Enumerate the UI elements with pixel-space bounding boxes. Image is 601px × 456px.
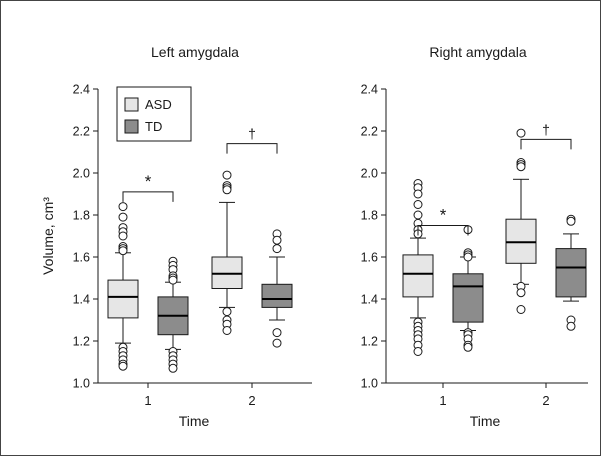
y-tick-label: 2.0 — [361, 167, 378, 181]
y-tick-label: 1.6 — [73, 251, 90, 265]
box-td-time-2 — [261, 229, 293, 348]
panel-title: Right amygdala — [429, 44, 526, 60]
outlier-point — [222, 170, 232, 180]
outlier-point — [118, 361, 128, 371]
outlier-point — [413, 189, 423, 199]
x-axis-label: Time — [470, 413, 501, 429]
outlier-point — [463, 342, 473, 352]
box-iqr — [261, 283, 293, 308]
outlier-point — [272, 244, 282, 254]
y-tick-label: 1.6 — [361, 251, 378, 265]
y-tick-label: 1.0 — [361, 377, 378, 391]
y-tick-label: 2.4 — [361, 83, 378, 97]
significance-marker: * — [440, 206, 447, 225]
box-asd-time-2 — [211, 170, 243, 335]
outlier-point — [168, 275, 178, 285]
box-iqr — [505, 218, 537, 264]
significance-bracket — [417, 225, 469, 236]
x-tick-label: 2 — [248, 393, 255, 408]
outlier-point — [118, 202, 128, 212]
y-tick-label: 1.8 — [73, 209, 90, 223]
y-tick-label: 1.4 — [73, 293, 90, 307]
outlier-point — [413, 210, 423, 220]
box-iqr — [452, 273, 484, 323]
outlier-point — [118, 246, 128, 256]
y-tick-label: 1.2 — [73, 335, 90, 349]
outlier-point — [168, 363, 178, 373]
box-td-time-1 — [452, 225, 484, 352]
outlier-point — [516, 288, 526, 298]
y-tick-label: 2.2 — [361, 125, 378, 139]
significance-bracket — [226, 143, 278, 154]
legend-label-asd: ASD — [145, 97, 172, 112]
legend-swatch-td — [124, 119, 139, 134]
outlier-point — [566, 321, 576, 331]
box-iqr — [107, 279, 139, 319]
y-tick-label: 1.0 — [73, 377, 90, 391]
y-tick-label: 1.8 — [361, 209, 378, 223]
box-iqr — [402, 254, 434, 298]
x-tick-label: 1 — [439, 393, 446, 408]
outlier-point — [272, 338, 282, 348]
box-iqr — [555, 248, 587, 298]
y-axis-label: Volume, cm³ — [40, 197, 56, 275]
significance-bracket — [122, 191, 174, 202]
significance-marker: † — [542, 121, 550, 137]
outlier-point — [222, 185, 232, 195]
y-tick-label: 1.2 — [361, 335, 378, 349]
outlier-point — [566, 216, 576, 226]
outlier-point — [516, 162, 526, 172]
box-iqr — [211, 256, 243, 289]
outlier-point — [272, 235, 282, 245]
outlier-point — [463, 252, 473, 262]
legend-swatch-asd — [124, 97, 139, 112]
y-tick-label: 1.4 — [361, 293, 378, 307]
outlier-point — [118, 212, 128, 222]
outlier-point — [516, 305, 526, 314]
outlier-point — [413, 200, 423, 209]
y-tick-label: 2.4 — [73, 83, 90, 97]
significance-bracket — [520, 138, 572, 150]
box-asd-time-1 — [107, 202, 139, 371]
box-asd-time-1 — [402, 179, 434, 356]
y-tick-label: 2.0 — [73, 167, 90, 181]
x-tick-label: 1 — [144, 393, 151, 408]
legend-label-td: TD — [145, 119, 162, 134]
x-axis-label: Time — [179, 413, 210, 429]
box-td-time-2 — [555, 214, 587, 331]
outlier-point — [516, 128, 526, 138]
x-tick-label: 2 — [542, 393, 549, 408]
outlier-point — [272, 328, 282, 338]
outlier-point — [118, 231, 128, 241]
box-asd-time-2 — [505, 128, 537, 314]
outlier-point — [222, 326, 232, 335]
outlier-point — [222, 307, 232, 317]
box-td-time-1 — [157, 256, 189, 373]
panel-title: Left amygdala — [151, 44, 239, 60]
y-tick-label: 2.2 — [73, 125, 90, 139]
significance-marker: * — [145, 172, 152, 191]
outlier-point — [413, 347, 423, 356]
significance-marker: † — [248, 126, 256, 142]
